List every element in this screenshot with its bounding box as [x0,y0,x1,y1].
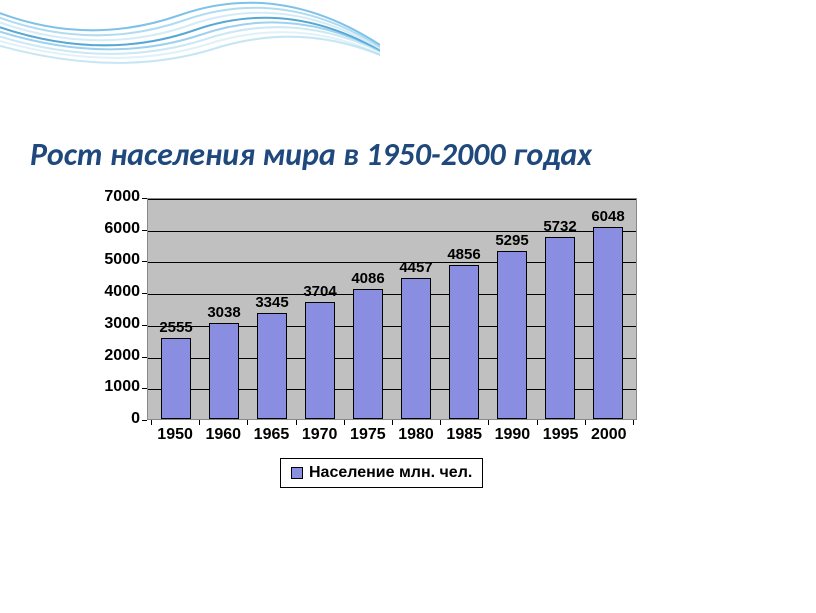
bar [209,323,239,419]
bar-slot: 3345 [248,199,296,419]
x-tick-mark [440,420,441,425]
x-tick-mark [199,420,200,425]
bar-value-label: 3038 [200,304,248,321]
population-chart: 2555303833453704408644574856529557326048… [85,190,640,510]
x-tick-mark [247,420,248,425]
bar-slot: 6048 [584,199,632,419]
x-tick-label: 1990 [488,426,536,444]
x-tick-label: 1960 [199,426,247,444]
bar [401,278,431,419]
x-tick-mark [488,420,489,425]
bar-value-label: 5295 [488,232,536,249]
x-tick-mark [151,420,152,425]
x-tick-mark [633,420,634,425]
bar-slot: 5732 [536,199,584,419]
x-tick-label: 1975 [344,426,392,444]
x-tick-label: 1995 [537,426,585,444]
bar [257,313,287,419]
legend-label: Население млн. чел. [309,464,472,482]
x-tick-label: 1950 [151,426,199,444]
bar [305,302,335,419]
bar [161,338,191,419]
bar [545,237,575,419]
y-tick-mark [142,420,147,421]
bar-slot: 3704 [296,199,344,419]
x-tick-label: 1980 [392,426,440,444]
x-tick-mark [344,420,345,425]
bar-slot: 4856 [440,199,488,419]
x-tick-label: 1965 [247,426,295,444]
y-tick-mark [142,325,147,326]
y-tick-label: 5000 [80,251,140,269]
x-tick-mark [537,420,538,425]
x-tick-mark [585,420,586,425]
y-tick-mark [142,261,147,262]
slide-title: Рост населения мира в 1950-2000 годах [30,135,592,174]
x-tick-mark [392,420,393,425]
x-tick-label: 1970 [296,426,344,444]
bar [593,227,623,419]
chart-legend: Население млн. чел. [280,458,483,488]
bar-slot: 4457 [392,199,440,419]
bar-value-label: 3704 [296,283,344,300]
bar-slot: 2555 [152,199,200,419]
bar-value-label: 3345 [248,294,296,311]
y-tick-label: 7000 [80,188,140,206]
y-tick-mark [142,293,147,294]
x-tick-label: 1985 [440,426,488,444]
bar-value-label: 2555 [152,319,200,336]
x-axis-labels: 1950196019651970197519801985199019952000 [147,426,637,444]
bar-value-label: 6048 [584,208,632,225]
bar-slot: 4086 [344,199,392,419]
bar-slot: 5295 [488,199,536,419]
x-tick-label: 2000 [585,426,633,444]
x-tick-mark [296,420,297,425]
y-tick-label: 1000 [80,378,140,396]
y-tick-label: 2000 [80,347,140,365]
y-tick-label: 6000 [80,220,140,238]
y-tick-mark [142,388,147,389]
bar [497,251,527,419]
y-tick-label: 0 [80,410,140,428]
bar-value-label: 5732 [536,218,584,235]
legend-swatch [291,467,303,479]
bars-container: 2555303833453704408644574856529557326048 [148,199,636,419]
bar [449,265,479,419]
bar [353,289,383,419]
bar-value-label: 4457 [392,259,440,276]
wave-decoration [0,0,380,100]
bar-slot: 3038 [200,199,248,419]
y-tick-label: 4000 [80,283,140,301]
bar-value-label: 4086 [344,270,392,287]
bar-value-label: 4856 [440,246,488,263]
y-tick-mark [142,230,147,231]
y-tick-mark [142,357,147,358]
y-tick-label: 3000 [80,315,140,333]
y-tick-mark [142,198,147,199]
plot-area: 2555303833453704408644574856529557326048 [147,198,637,420]
